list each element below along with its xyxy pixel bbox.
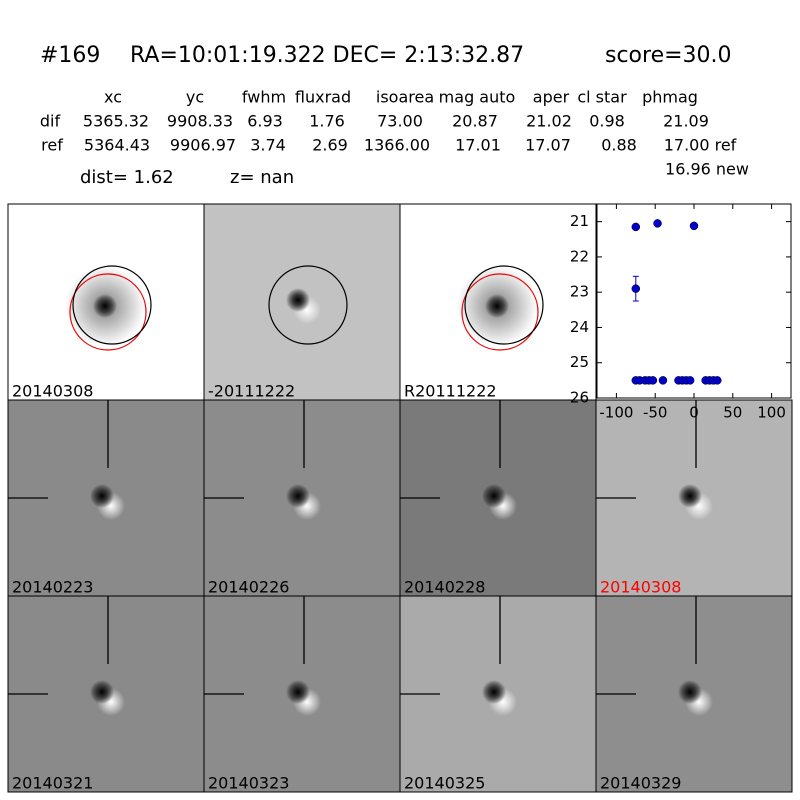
distance: dist= 1.62 (80, 167, 174, 188)
table-cell: 21.09 (663, 112, 709, 131)
source-dark (678, 484, 702, 508)
data-point (658, 376, 668, 385)
image-panel: 20140321 (7, 595, 205, 793)
coordinates: RA=10:01:19.322 DEC= 2:13:32.87 (130, 43, 524, 68)
column-header: phmag (642, 88, 698, 107)
table-cell: 9908.33 (167, 112, 233, 131)
panel-label: 20140223 (12, 578, 93, 597)
table-cell: 17.01 (455, 136, 501, 155)
red-circle (69, 273, 147, 351)
candidate-id: #169 (40, 43, 100, 68)
column-header: yc (186, 88, 204, 107)
plot-area (596, 203, 792, 399)
column-header: aper (533, 88, 570, 107)
panel-label: -20111222 (208, 382, 295, 401)
image-panel: 20140223 (7, 399, 205, 597)
table-cell: 3.74 (250, 136, 286, 155)
data-point (685, 376, 695, 385)
table-cell: 17.07 (525, 136, 571, 155)
image-panel: -20111222 (203, 203, 401, 401)
y-tick-label: 25 (570, 353, 589, 371)
y-tick-label: 21 (570, 212, 589, 230)
y-tick-label: 23 (570, 283, 589, 301)
table-cell: 0.98 (589, 112, 625, 131)
panel-label: 20140308 (12, 382, 93, 401)
x-tick-label: 0 (689, 404, 699, 422)
source-dark (482, 484, 506, 508)
table-cell: 9906.97 (170, 136, 236, 155)
table-cell: 20.87 (452, 112, 498, 131)
table-cell: 5365.32 (83, 112, 149, 131)
panel-label: 20140323 (208, 774, 289, 793)
x-tick-label: -50 (643, 404, 668, 422)
source-dark (286, 680, 310, 704)
data-point (631, 284, 641, 293)
data-point (631, 222, 641, 232)
image-panel: 20140228 (399, 399, 597, 597)
image-panel: 20140226 (203, 399, 401, 597)
black-circle (464, 265, 544, 345)
data-point (713, 376, 722, 385)
black-circle (268, 265, 348, 345)
panel-label: 20140226 (208, 578, 289, 597)
table-cell: 73.00 (377, 112, 423, 131)
source-core (485, 294, 509, 318)
table-cell: 5364.43 (84, 136, 150, 155)
column-header: fluxrad (295, 88, 351, 107)
panel-label: 20140325 (404, 774, 485, 793)
redshift: z= nan (230, 167, 294, 188)
panel-label: R20111222 (404, 382, 497, 401)
table-cell: 1366.00 (364, 136, 430, 155)
image-panel: 20140308 (595, 399, 793, 597)
black-circle (72, 265, 152, 345)
x-tick-label: 50 (723, 404, 742, 422)
source-dark (90, 680, 114, 704)
panel-label: 20140228 (404, 578, 485, 597)
image-panel: 20140308 (7, 203, 205, 401)
column-header: isoarea (376, 88, 434, 107)
table-cell: 0.88 (601, 136, 637, 155)
panel-label: 20140329 (600, 774, 681, 793)
panel-label: 20140308 (600, 578, 681, 597)
table-extra: 16.96 new (665, 160, 749, 179)
score: score=30.0 (605, 43, 732, 68)
data-point (689, 221, 699, 231)
image-panel: R20111222 (399, 203, 597, 401)
table-cell: 1.76 (309, 112, 345, 131)
table-cell: 6.93 (247, 112, 283, 131)
source-dark (90, 484, 114, 508)
source-dark (482, 680, 506, 704)
table-cell: 2.69 (312, 136, 348, 155)
red-circle (461, 273, 539, 351)
column-header: cl star (577, 88, 627, 107)
y-tick-label: 22 (570, 247, 589, 265)
row-label: ref (41, 136, 63, 155)
y-tick-label: 26 (570, 389, 589, 407)
column-header: mag auto (439, 88, 516, 107)
source-dark (286, 288, 310, 312)
row-label: dif (40, 112, 61, 131)
y-tick-label: 24 (570, 318, 589, 336)
source-core (93, 294, 117, 318)
x-tick-label: -100 (599, 404, 633, 422)
table-cell: 21.02 (526, 112, 572, 131)
column-header: fwhm (242, 88, 286, 107)
data-point (653, 219, 662, 228)
source-dark (678, 680, 702, 704)
x-tick-label: 100 (757, 404, 786, 422)
data-point (648, 376, 658, 385)
image-panel: 20140325 (399, 595, 597, 793)
image-panel: 20140323 (203, 595, 401, 793)
column-header: xc (104, 88, 122, 107)
image-panel: 20140329 (595, 595, 793, 793)
table-cell: 17.00 ref (664, 136, 737, 155)
source-dark (286, 484, 310, 508)
panel-label: 20140321 (12, 774, 93, 793)
